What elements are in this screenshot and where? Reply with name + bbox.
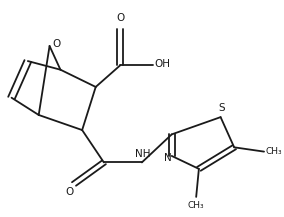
Text: O: O [116, 13, 124, 23]
Text: OH: OH [154, 59, 170, 69]
Text: O: O [52, 39, 60, 49]
Text: S: S [219, 103, 225, 113]
Text: N: N [164, 153, 172, 163]
Text: O: O [66, 187, 74, 197]
Text: NH: NH [135, 148, 151, 159]
Text: CH₃: CH₃ [265, 147, 282, 156]
Text: CH₃: CH₃ [188, 201, 204, 210]
